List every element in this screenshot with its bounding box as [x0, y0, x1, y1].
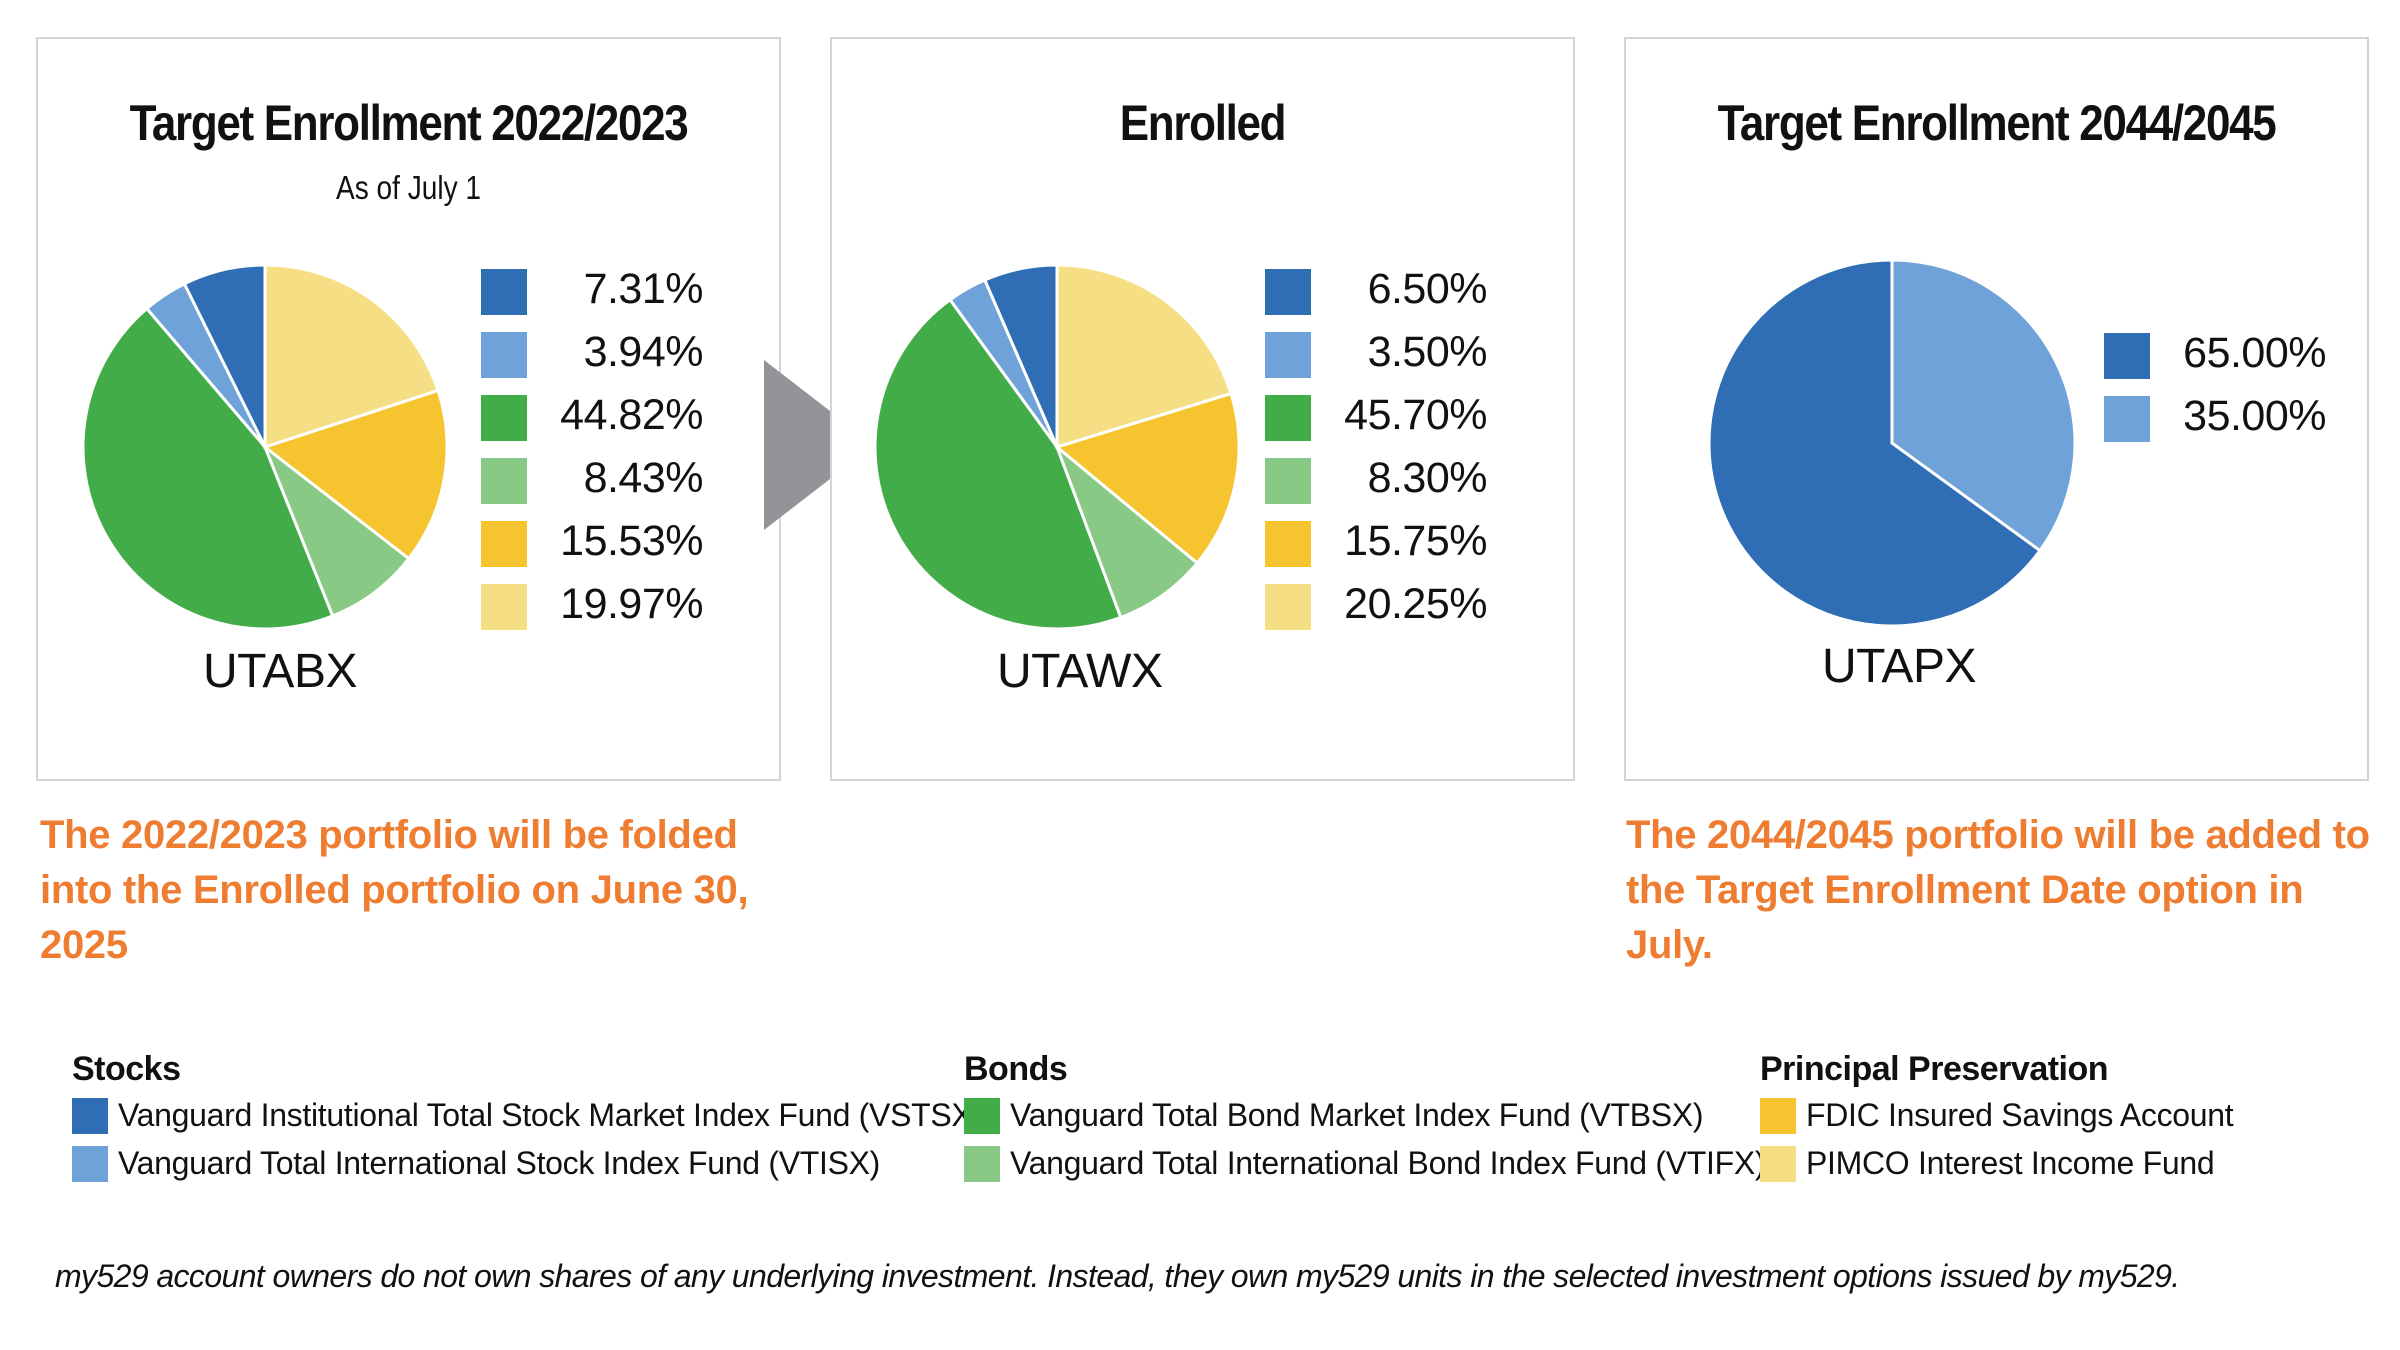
legend-item-fdic: FDIC Insured Savings Account	[1760, 1094, 2234, 1142]
legend-entry-vtbsx: 44.82%	[481, 391, 721, 441]
legend-entry-vtbsx: 45.70%	[1265, 391, 1505, 441]
color-swatch	[964, 1146, 1000, 1182]
color-swatch	[481, 332, 527, 378]
color-swatch	[1265, 269, 1311, 315]
legend-entry-vtifx: 8.43%	[481, 454, 721, 504]
percent-label: 8.43%	[583, 454, 704, 502]
percent-label: 15.75%	[1344, 517, 1487, 565]
percent-label: 3.94%	[583, 328, 704, 376]
legend-item-label: Vanguard Institutional Total Stock Marke…	[118, 1097, 983, 1133]
legend-item-label: FDIC Insured Savings Account	[1806, 1097, 2234, 1133]
percent-label: 65.00%	[2183, 329, 2326, 377]
chart-title: Enrolled	[1119, 95, 1287, 151]
legend-group-title: Stocks	[72, 1050, 181, 1088]
legend-entry-pimco: 20.25%	[1265, 580, 1505, 630]
legend-entry-vstsx: 6.50%	[1265, 265, 1505, 315]
percent-label: 45.70%	[1344, 391, 1487, 439]
color-swatch	[481, 584, 527, 630]
color-swatch	[1760, 1098, 1796, 1134]
color-swatch	[1265, 521, 1311, 567]
color-swatch	[481, 521, 527, 567]
color-swatch	[2104, 396, 2150, 442]
legend-item-label: Vanguard Total International Stock Index…	[118, 1145, 881, 1181]
chart-title: Target Enrollment 2044/2045	[1717, 95, 2277, 151]
percent-label: 35.00%	[2183, 392, 2326, 440]
color-swatch	[481, 458, 527, 504]
color-swatch	[1265, 332, 1311, 378]
arrow-right-icon	[764, 360, 874, 530]
chart-subtitle: As of July 1	[335, 169, 481, 206]
legend-group-bonds: Bonds Vanguard Total Bond Market Index F…	[964, 1050, 1766, 1190]
legend-entry-vtisx: 3.50%	[1265, 328, 1505, 378]
percent-label: 7.31%	[583, 265, 704, 313]
legend-item-vtisx: Vanguard Total International Stock Index…	[72, 1142, 880, 1190]
chart-panel-target-2022-2023: Target Enrollment 2022/2023 As of July 1…	[36, 37, 781, 781]
pie-slice-vtifx	[1053, 442, 1200, 620]
color-swatch	[481, 395, 527, 441]
legend-entry-fdic: 15.75%	[1265, 517, 1505, 567]
legend-item-pimco: PIMCO Interest Income Fund	[1760, 1142, 2215, 1190]
legend-entry-vtifx: 8.30%	[1265, 454, 1505, 504]
legend-group-stocks: Stocks Vanguard Institutional Total Stoc…	[72, 1050, 983, 1190]
pie-slice-pimco	[1055, 263, 1233, 450]
pie-slice-vtisx	[1890, 258, 2077, 553]
chart-panel-enrolled: Enrolled 6.50% 3.50% 45.70% 8.30% 15.75% 20.2…	[830, 37, 1575, 781]
pie-slice-vtbsx	[81, 306, 335, 631]
pie-slice-vtifx	[261, 442, 411, 618]
legend-entry-vtisx: 3.94%	[481, 328, 721, 378]
pie-chart-utawx	[873, 263, 1241, 631]
percent-label: 19.97%	[560, 580, 703, 628]
legend-entry-pimco: 19.97%	[481, 580, 721, 630]
color-swatch	[72, 1098, 108, 1134]
disclaimer-footnote: my529 account owners do not own shares o…	[55, 1258, 2180, 1294]
legend-item-label: Vanguard Total Bond Market Index Fund (V…	[1010, 1097, 1704, 1133]
color-swatch	[1265, 584, 1311, 630]
percent-label: 20.25%	[1344, 580, 1487, 628]
chart-panel-target-2044-2045: Target Enrollment 2044/2045 65.00% 35.00%…	[1624, 37, 2369, 781]
percent-label: 15.53%	[560, 517, 703, 565]
color-swatch	[1760, 1146, 1796, 1182]
legend-entry-vstsx: 65.00%	[2104, 329, 2344, 379]
pie-slice-vtbsx	[873, 297, 1123, 631]
color-swatch	[1265, 458, 1311, 504]
legend-entry-vstsx: 7.31%	[481, 265, 721, 315]
legend-item-vstsx: Vanguard Institutional Total Stock Marke…	[72, 1094, 983, 1142]
pie-chart-utabx	[81, 263, 449, 631]
color-swatch	[1265, 395, 1311, 441]
legend-item-label: PIMCO Interest Income Fund	[1806, 1145, 2215, 1181]
legend-group-title: Principal Preservation	[1760, 1050, 2109, 1088]
legend-item-label: Vanguard Total International Bond Index …	[1010, 1145, 1766, 1181]
color-swatch	[2104, 333, 2150, 379]
percent-label: 3.50%	[1367, 328, 1488, 376]
color-swatch	[964, 1098, 1000, 1134]
fund-code-label: UTAPX	[1822, 640, 1976, 693]
fund-code-label: UTABX	[203, 645, 357, 698]
pie-slice-fdic	[1053, 391, 1241, 566]
legend-item-vtifx: Vanguard Total International Bond Index …	[964, 1142, 1766, 1190]
percent-label: 44.82%	[560, 391, 703, 439]
pie-chart-utapx	[1707, 258, 2077, 628]
pie-slice-vstsx	[1707, 258, 2043, 628]
pie-slice-pimco	[263, 263, 440, 450]
legend-group-title: Bonds	[964, 1050, 1068, 1088]
legend-item-vtbsx: Vanguard Total Bond Market Index Fund (V…	[964, 1094, 1704, 1142]
portfolio-note-2022-2023: The 2022/2023 portfolio will be folded i…	[40, 813, 749, 967]
portfolio-note-2044-2045: The 2044/2045 portfolio will be added to…	[1626, 813, 2370, 967]
color-swatch	[72, 1146, 108, 1182]
legend-entry-fdic: 15.53%	[481, 517, 721, 567]
legend-entry-vtisx: 35.00%	[2104, 392, 2344, 442]
percent-label: 8.30%	[1367, 454, 1488, 502]
fund-code-label: UTAWX	[997, 645, 1163, 698]
color-swatch	[481, 269, 527, 315]
legend-group-principal-preservation: Principal Preservation FDIC Insured Savi…	[1760, 1050, 2234, 1190]
percent-label: 6.50%	[1367, 265, 1488, 313]
chart-title: Target Enrollment 2022/2023	[129, 95, 689, 151]
